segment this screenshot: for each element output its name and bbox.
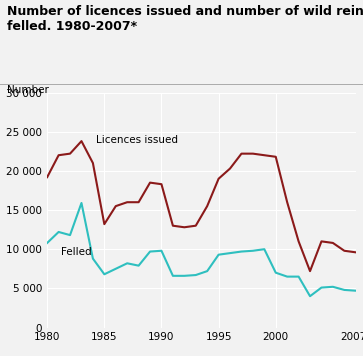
Text: Number of licences issued and number of wild reindeer
felled. 1980-2007*: Number of licences issued and number of … bbox=[7, 5, 363, 33]
Text: Number: Number bbox=[7, 85, 49, 95]
Text: Licences issued: Licences issued bbox=[96, 136, 178, 146]
Text: Felled: Felled bbox=[61, 247, 91, 257]
